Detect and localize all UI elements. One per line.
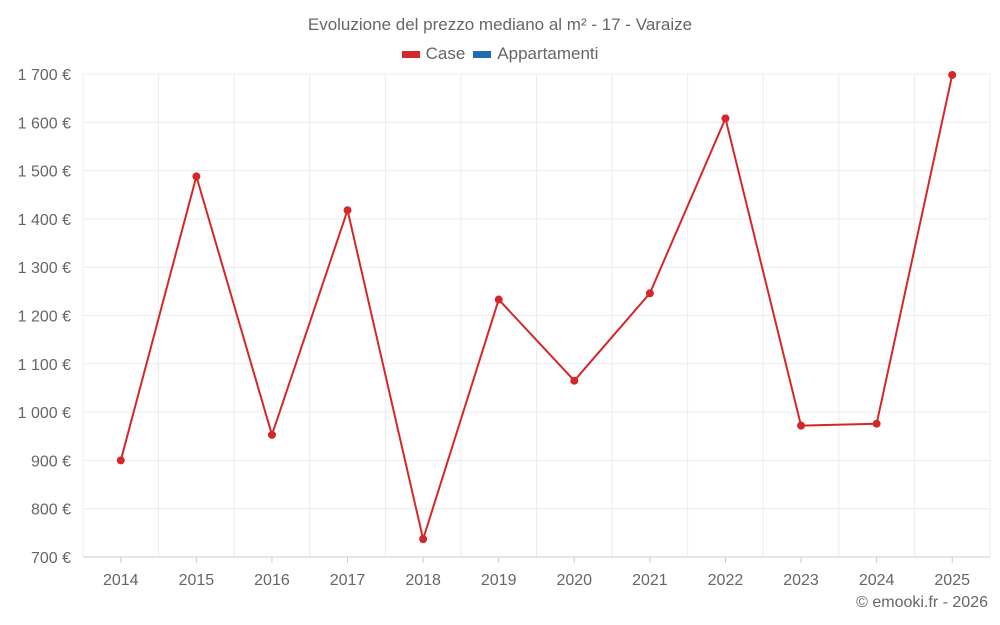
legend-item-appartamenti[interactable]: Appartamenti [473,44,598,64]
data-point-2015 [192,172,201,181]
legend-swatch-case [401,50,420,58]
y-tick-label: 1 600 € [18,115,71,132]
x-tick-label: 2017 [330,572,366,589]
legend: Case Appartamenti [0,44,1000,64]
data-point-2021 [645,289,654,298]
legend-label-appartamenti: Appartamenti [497,44,599,63]
y-tick-label: 1 200 € [18,309,71,326]
y-tick-label: 1 400 € [18,212,71,229]
data-point-2025 [948,70,957,79]
y-tick-label: 900 € [31,453,71,470]
x-tick-label: 2022 [708,572,744,589]
data-point-2022 [721,114,730,123]
y-tick-label: 1 000 € [18,405,71,422]
x-tick-label: 2025 [934,572,970,589]
data-point-2014 [116,456,125,465]
data-point-2016 [267,430,276,439]
x-tick-label: 2020 [556,572,592,589]
data-point-2023 [797,421,806,430]
data-point-2024 [872,419,881,428]
credit-text: © emooki.fr - 2026 [856,594,988,611]
series-line-case [119,74,954,541]
data-point-2020 [570,376,579,385]
x-tick-label: 2023 [783,572,819,589]
x-tick-label: 2018 [405,572,441,589]
y-tick-label: 700 € [31,550,71,567]
x-tick-label: 2019 [481,572,517,589]
x-tick-label: 2021 [632,572,668,589]
y-tick-label: 1 100 € [18,357,71,374]
chart-title: Evoluzione del prezzo mediano al m² - 17… [307,15,693,34]
y-tick-label: 800 € [31,502,71,519]
data-point-2018 [419,535,428,544]
y-tick-label: 1 300 € [18,260,71,277]
data-point-2017 [343,206,352,215]
y-tick-label: 1 500 € [18,164,71,181]
legend-label-case: Case [425,44,466,63]
y-tick-label: 1 700 € [18,67,71,84]
x-tick-label: 2015 [179,572,215,589]
legend-swatch-appartamenti [473,50,492,58]
data-point-2019 [494,295,503,304]
legend-item-case[interactable]: Case [401,44,466,64]
x-tick-label: 2014 [103,572,139,589]
x-tick-label: 2024 [859,572,895,589]
x-tick-label: 2016 [254,572,290,589]
